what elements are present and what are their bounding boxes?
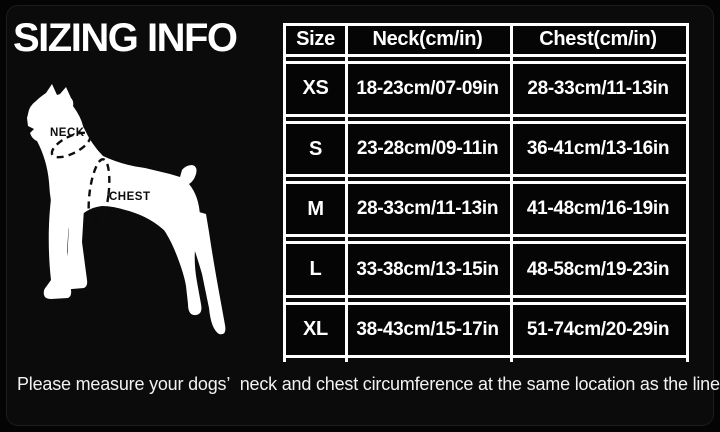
chest-value: 41-48cm/16-19in	[526, 198, 670, 220]
chest-value: 28-33cm/11-13in	[527, 77, 669, 99]
chest-measure-line	[87, 158, 111, 230]
table-column-divider-1	[345, 23, 348, 362]
table-row-s: S 23-28cm/09-11in 36-41cm/13-16in	[286, 120, 686, 178]
chest-label: CHEST	[109, 191, 150, 203]
table-row-m: M 28-33cm/11-13in 41-48cm/16-19in	[286, 181, 686, 238]
column-header-chest: Chest(cm/in)	[539, 28, 657, 51]
size-value: S	[308, 137, 323, 160]
dog-rear-leg-far	[178, 206, 226, 335]
dog-measurement-diagram: NECK CHEST	[27, 84, 226, 335]
table-row-xl: XL 38-43cm/15-17in 51-74cm/20-29in	[286, 301, 686, 359]
chest-value: 48-58cm/19-23in	[526, 258, 670, 280]
dog-silhouette	[27, 84, 226, 335]
neck-value: 23-28cm/09-11in	[356, 138, 499, 160]
table-column-divider-2	[510, 23, 513, 362]
table-row-xs: XS 18-23cm/07-09in 28-33cm/11-13in	[286, 60, 686, 117]
chest-value: 51-74cm/20-29in	[526, 318, 670, 340]
neck-value: 38-43cm/15-17in	[356, 318, 499, 340]
size-value: M	[307, 197, 324, 220]
neck-value: 28-33cm/11-13in	[356, 198, 499, 220]
size-chart-table: Size Neck(cm/in) Chest(cm/in) XS 18-23cm…	[283, 23, 689, 362]
neck-value: 33-38cm/13-15in	[356, 258, 499, 280]
column-header-size: Size	[296, 28, 335, 51]
neck-label: NECK	[50, 127, 85, 139]
neck-value: 18-23cm/07-09in	[356, 77, 499, 99]
dog-body	[27, 84, 200, 242]
table-header-row: Size Neck(cm/in) Chest(cm/in)	[286, 23, 686, 57]
size-value: XL	[303, 318, 328, 341]
size-value: XS	[302, 77, 329, 100]
table-row-l: L 33-38cm/13-15in 48-58cm/19-23in	[286, 241, 686, 298]
measurement-instruction-text: Please measure your dogs’ neck and chest…	[17, 374, 720, 394]
size-value: L	[309, 258, 322, 281]
neck-measure-line	[50, 131, 92, 159]
column-header-neck: Neck(cm/in)	[372, 28, 483, 51]
page-title: SIZING INFO	[13, 16, 238, 60]
chest-value: 36-41cm/13-16in	[526, 138, 670, 160]
